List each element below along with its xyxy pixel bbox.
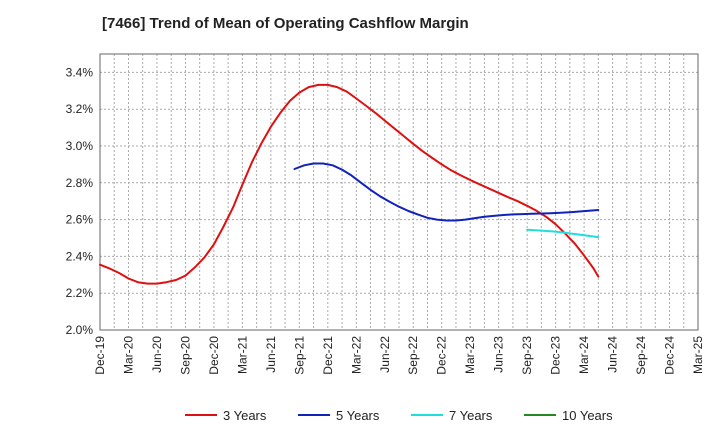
x-tick-label: Jun-21: [264, 336, 278, 373]
y-tick-label: 3.4%: [66, 65, 94, 79]
series-line-2: [293, 162, 600, 222]
chart-title: [7466] Trend of Mean of Operating Cashfl…: [102, 15, 469, 32]
y-tick-label: 2.6%: [66, 213, 94, 227]
x-tick-label: Sep-21: [292, 336, 306, 375]
x-tick-label: Sep-23: [520, 336, 534, 375]
legend: 3 Years 5 Years 7 Years 10 Years: [185, 408, 613, 423]
axis-layer: 2.0% 2.2% 2.4% 2.6% 2.8% 3.0% 3.2% 3.4% Dec-19 Ma…: [66, 65, 705, 374]
x-tick-label: Jun-22: [378, 336, 392, 373]
x-tick-label: Sep-24: [634, 336, 648, 375]
y-tick-label: 2.4%: [66, 249, 94, 263]
grid-layer: [100, 54, 699, 330]
x-tick-label: Mar-24: [577, 336, 591, 374]
x-tick-label: Dec-23: [549, 336, 563, 375]
y-tick-label: 2.0%: [66, 323, 94, 337]
legend-label-3: 7 Years: [449, 408, 493, 423]
plot-frame: [99, 53, 699, 331]
series-line-1: [99, 83, 600, 285]
x-tick-label: Dec-22: [435, 336, 449, 375]
x-tick-label: Mar-22: [349, 336, 363, 374]
legend-label-4: 10 Years: [562, 408, 613, 423]
x-tick-label: Mar-20: [121, 336, 135, 374]
x-tick-label: Mar-25: [691, 336, 705, 374]
x-tick-label: Dec-21: [321, 336, 335, 375]
x-tick-label: Sep-20: [178, 336, 192, 375]
x-tick-label: Jun-24: [606, 336, 620, 373]
x-tick-label: Dec-24: [663, 336, 677, 375]
x-tick-label: Jun-20: [150, 336, 164, 373]
y-tick-label: 3.0%: [66, 139, 94, 153]
legend-label-2: 5 Years: [336, 408, 380, 423]
x-tick-label: Jun-23: [492, 336, 506, 373]
y-tick-label: 3.2%: [66, 102, 94, 116]
x-tick-label: Dec-19: [93, 336, 107, 375]
x-tick-label: Sep-22: [406, 336, 420, 375]
series-line-3: [526, 228, 600, 239]
legend-label-1: 3 Years: [223, 408, 267, 423]
y-tick-label: 2.2%: [66, 286, 94, 300]
y-tick-label: 2.8%: [66, 176, 94, 190]
series-layer: [99, 83, 600, 285]
x-tick-label: Dec-20: [207, 336, 221, 375]
x-tick-label: Mar-23: [463, 336, 477, 374]
x-tick-label: Mar-21: [235, 336, 249, 374]
